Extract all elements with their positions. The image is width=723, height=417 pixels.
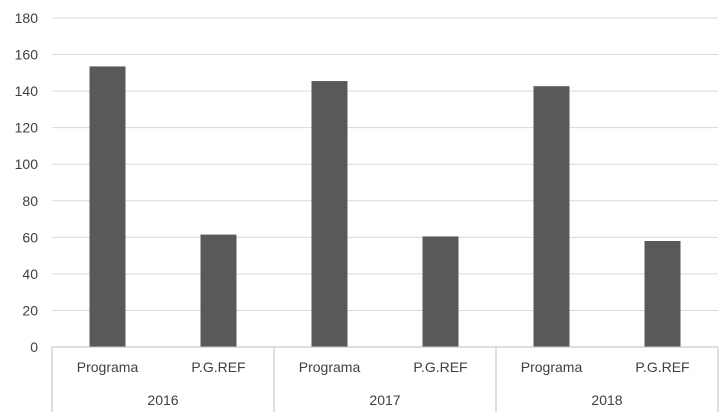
category-label: Programa	[521, 359, 583, 375]
group-label: 2017	[369, 392, 400, 408]
bar	[311, 81, 348, 347]
bar	[200, 234, 237, 347]
category-label: Programa	[299, 359, 361, 375]
bar	[422, 236, 459, 347]
bar	[644, 240, 681, 347]
bar	[533, 86, 570, 347]
y-tick-label: 100	[15, 156, 39, 172]
category-label: P.G.REF	[635, 359, 689, 375]
category-label: P.G.REF	[191, 359, 245, 375]
axes	[51, 346, 719, 412]
y-tick-label: 80	[22, 193, 38, 209]
y-tick-label: 60	[22, 229, 38, 245]
labels: 0 20 40 60 80 100 120 140 160 180 Programa P.G.REF 2…	[15, 10, 690, 408]
y-tick-label: 0	[30, 339, 38, 355]
y-tick-label: 180	[15, 10, 39, 26]
bar	[89, 66, 126, 348]
gridlines	[52, 17, 718, 311]
y-tick-label: 120	[15, 120, 39, 136]
group-label: 2018	[591, 392, 622, 408]
y-tick-label: 20	[22, 302, 38, 318]
bars	[89, 66, 681, 348]
category-label: P.G.REF	[413, 359, 467, 375]
category-label: Programa	[77, 359, 139, 375]
y-tick-label: 140	[15, 83, 39, 99]
group-label: 2016	[147, 392, 178, 408]
y-tick-label: 40	[22, 266, 38, 282]
y-tick-label: 160	[15, 47, 39, 63]
